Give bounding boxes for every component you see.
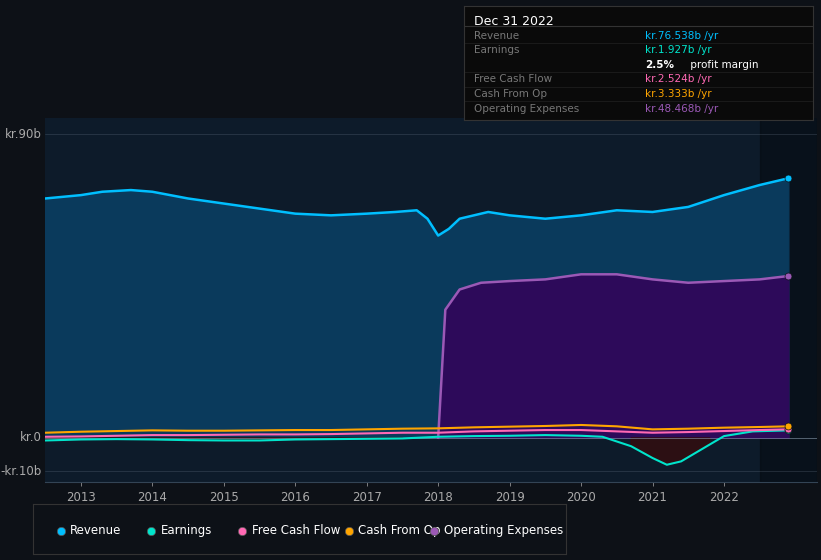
Text: Cash From Op: Cash From Op [475, 89, 548, 99]
Text: Revenue: Revenue [475, 31, 520, 41]
Text: 2.5%: 2.5% [645, 60, 674, 70]
Text: Earnings: Earnings [475, 45, 520, 55]
Text: Free Cash Flow: Free Cash Flow [475, 74, 553, 85]
Text: Revenue: Revenue [71, 524, 122, 537]
Text: kr.3.333b /yr: kr.3.333b /yr [645, 89, 712, 99]
Text: kr.0: kr.0 [20, 431, 41, 444]
Bar [759, 118, 817, 482]
Text: Operating Expenses: Operating Expenses [475, 104, 580, 114]
Text: kr.1.927b /yr: kr.1.927b /yr [645, 45, 712, 55]
Text: Cash From Op: Cash From Op [359, 524, 441, 537]
Text: kr.2.524b /yr: kr.2.524b /yr [645, 74, 712, 85]
Text: kr.76.538b /yr: kr.76.538b /yr [645, 31, 718, 41]
Text: profit margin: profit margin [687, 60, 759, 70]
Text: Dec 31 2022: Dec 31 2022 [475, 15, 554, 28]
Text: kr.90b: kr.90b [4, 128, 41, 141]
Text: Earnings: Earnings [161, 524, 213, 537]
Text: Free Cash Flow: Free Cash Flow [252, 524, 340, 537]
Text: kr.48.468b /yr: kr.48.468b /yr [645, 104, 718, 114]
Text: -kr.10b: -kr.10b [0, 465, 41, 478]
Text: Operating Expenses: Operating Expenses [444, 524, 563, 537]
